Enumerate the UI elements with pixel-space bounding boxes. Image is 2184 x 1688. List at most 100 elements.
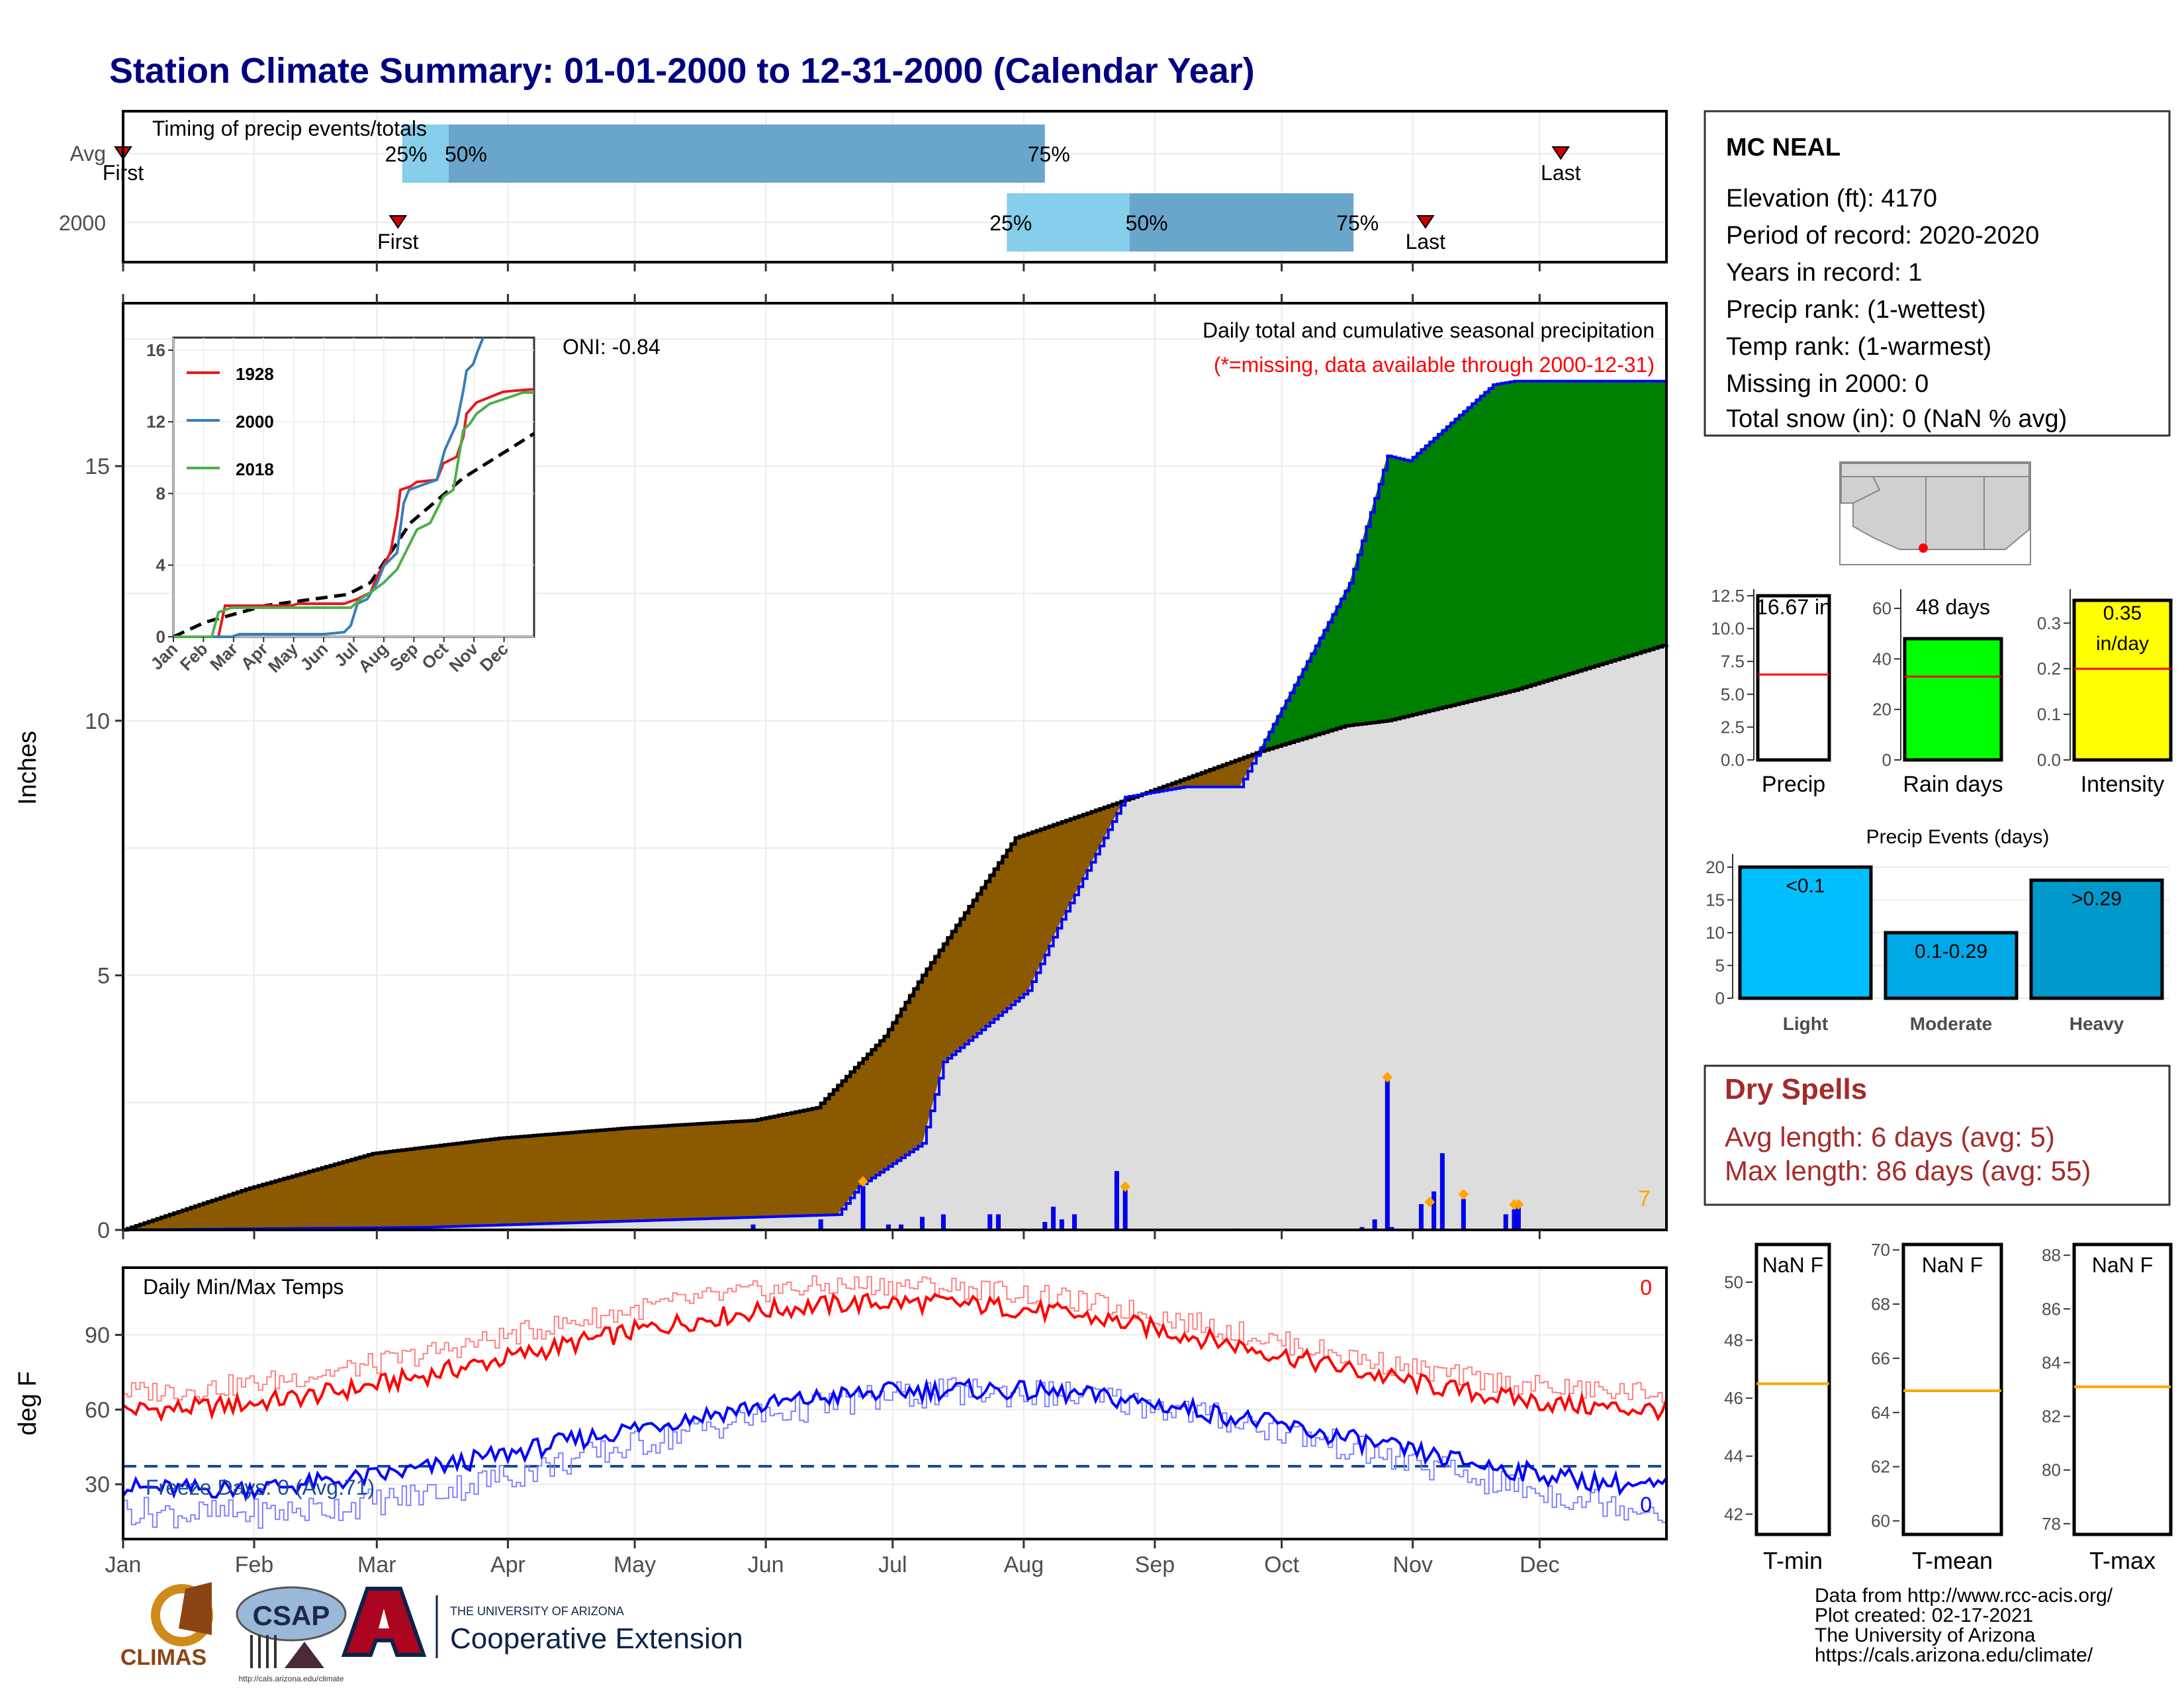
month-tick-label: May: [614, 1552, 656, 1577]
mini-bar-value-label: 48 days: [1916, 595, 1990, 619]
month-tick-label: Aug: [1004, 1552, 1044, 1577]
events-bar-heavy: [2029, 878, 2164, 1000]
daily-precip-bar: [1072, 1214, 1077, 1231]
mini-bar-tick-label: 0.2: [2037, 659, 2061, 679]
timing-first_label-2000: First: [377, 230, 418, 254]
climas-logo: CLIMAS: [120, 1582, 213, 1670]
events-ytick-label: 15: [1706, 890, 1725, 910]
temp-ytick-label: 30: [85, 1472, 110, 1497]
timing-p75-label-Avg: 75%: [1028, 142, 1070, 166]
mini-bar-chart-intensity: 0.0 0.1 0.2 0.3 0.35 in/day Intensity: [2037, 589, 2173, 797]
tmax-line: [122, 1292, 1668, 1423]
month-tick-label: Jul: [878, 1552, 907, 1577]
flagged-day-marker: [858, 1176, 869, 1187]
events-ytick-label: 5: [1715, 955, 1725, 975]
temp-box-t-min: 42 44 46 48 50 NaN F T-min: [1724, 1243, 1831, 1574]
events-category-label: Heavy: [2070, 1013, 2124, 1034]
daily-precip-bar: [1516, 1206, 1521, 1231]
temp-box-tick-label: 66: [1871, 1348, 1890, 1368]
temp-box-tick-label: 80: [2042, 1460, 2061, 1480]
timing-panel-frame: [122, 110, 1668, 263]
inset-xtick-label: Apr: [237, 639, 272, 674]
daily-precip-bar: [860, 1186, 866, 1231]
inset-legend-2000: 2000: [236, 412, 274, 432]
timing-p50-label-2000: 50%: [1126, 211, 1168, 235]
dry-spells-avg: Avg length: 6 days (avg: 5): [1725, 1121, 2055, 1152]
events-ytick-label: 10: [1706, 923, 1725, 943]
daily-precip-bar: [1461, 1199, 1466, 1231]
events-bar-label: <0.1: [1786, 875, 1825, 897]
temp-box-tick-label: 64: [1871, 1403, 1890, 1423]
inset-series-2018: [173, 391, 534, 638]
precip-ytick-label: 10: [85, 709, 110, 734]
figure-title: Station Climate Summary: 01-01-2000 to 1…: [109, 51, 1255, 91]
month-tick-label: Jan: [105, 1552, 142, 1577]
footer-created: Plot created: 02-17-2021: [1815, 1605, 2033, 1626]
inset-xtick-label: Feb: [176, 639, 212, 675]
temp-box-label: T-mean: [1912, 1547, 1993, 1574]
precip-ytick-label: 15: [85, 454, 110, 479]
temp-box-tick-label: 62: [1871, 1457, 1890, 1477]
inset-xtick-label: Aug: [354, 639, 392, 677]
flagged-day-marker: [1458, 1189, 1469, 1200]
flagged-day-marker: [1120, 1181, 1131, 1192]
mini-bar-value: [2072, 598, 2173, 762]
precip-ytick-label: 5: [97, 963, 110, 988]
mini-bar-label: Precip: [1762, 772, 1825, 797]
inset-ytick-label: 0: [156, 627, 165, 647]
mini-bar-tick-label: 7.5: [1721, 651, 1745, 671]
month-tick-label: Nov: [1392, 1552, 1432, 1577]
mini-bar-chart-precip: 0.0 2.5 5.0 7.5 10.0 12.5 16.67 in Precip: [1711, 586, 1831, 797]
observed-cumulative-line: [123, 379, 1666, 1231]
station-line-period: Period of record: 2020-2020: [1726, 222, 2039, 250]
flagged-day-marker: [1513, 1199, 1524, 1210]
temp-box-label: T-min: [1763, 1547, 1823, 1574]
precip-ytick-label: 0: [97, 1218, 110, 1243]
inset-series-2000: [173, 337, 484, 638]
station-line-temp-rank: Temp rank: (1-warmest): [1726, 333, 1991, 361]
timing-marker-first_label-2000: [388, 215, 408, 229]
footer-university: The University of Arizona: [1815, 1624, 2036, 1646]
timing-bar-25-50-Avg: [402, 124, 449, 183]
temp-title: Daily Min/Max Temps: [143, 1275, 343, 1299]
timing-marker-last_label-2000: [1416, 215, 1435, 229]
temp-box-label: T-max: [2089, 1547, 2156, 1574]
daily-precip-bar: [1432, 1191, 1437, 1231]
month-tick-label: Apr: [490, 1552, 525, 1577]
mini-bar-value-label: 0.35: [2103, 602, 2142, 624]
ua-logo: THE UNIVERSITY OF ARIZONA Cooperative Ex…: [341, 1587, 743, 1658]
csap-logo: CSAP http://cals.arizona.edu/climate: [236, 1586, 347, 1683]
timing-title: Timing of precip events/totals: [152, 117, 427, 140]
inset-series-1928: [173, 388, 535, 638]
normal-cumulative-area: [123, 644, 1666, 1230]
mini-bar-tick-label: 0.0: [2037, 750, 2061, 770]
mini-bar-value: [1756, 594, 1831, 762]
timing-p50-label-Avg: 50%: [445, 142, 487, 166]
daily-precip-bar: [1512, 1209, 1517, 1231]
mini-bar-tick-label: 10.0: [1711, 619, 1745, 639]
station-info: MC NEAL Elevation (ft): 4170 Period of r…: [1704, 110, 2171, 437]
mini-bar-tick-label: 5.0: [1721, 684, 1745, 704]
events-bar-label: 0.1-0.29: [1915, 941, 1987, 962]
daily-precip-bar: [1503, 1214, 1508, 1231]
dry-spells-box: [1704, 1064, 2171, 1206]
temp-box-t-max: 78 80 82 84 86 88 NaN F T-max: [2042, 1243, 2173, 1574]
timing-p25-label-2000: 25%: [989, 211, 1032, 235]
inset-legend-1928: 1928: [236, 364, 274, 384]
events-bar-moderate: [1884, 931, 2019, 1000]
missing-note: (*=missing, data available through 2000-…: [1214, 353, 1655, 377]
station-box: [1704, 110, 2171, 437]
mini-bar-tick-label: 60: [1872, 598, 1891, 618]
timing-marker-last_label-Avg: [1551, 146, 1570, 160]
precip-events-title: Precip Events (days): [1866, 826, 2050, 848]
flagged-day-marker: [1382, 1072, 1393, 1083]
daily-precip-bar: [920, 1217, 925, 1231]
temp-box-tick-label: 88: [2042, 1245, 2061, 1265]
station-name: MC NEAL: [1726, 134, 1841, 162]
temp-box-tick-label: 50: [1724, 1272, 1743, 1292]
events-bar-light: [1738, 865, 1873, 1000]
month-tick-label: Oct: [1264, 1552, 1299, 1577]
csap-logo-text: CSAP: [253, 1600, 330, 1631]
